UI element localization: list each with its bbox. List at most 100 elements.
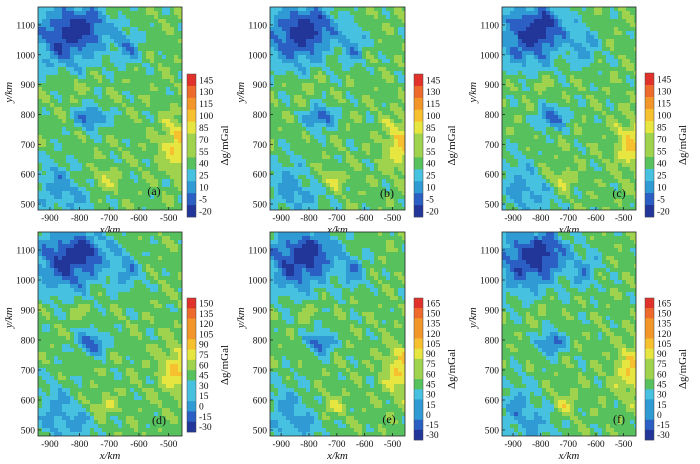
heatmap-cell xyxy=(154,55,159,60)
heatmap-cell xyxy=(346,47,351,52)
heatmap-cell xyxy=(82,135,87,140)
heatmap-cell xyxy=(594,7,599,12)
heatmap-cell xyxy=(322,123,327,128)
heatmap-cell xyxy=(530,51,535,56)
heatmap-cell xyxy=(542,155,547,160)
heatmap-cell xyxy=(314,87,319,92)
heatmap-cell xyxy=(346,139,351,144)
heatmap-cell xyxy=(370,203,375,208)
heatmap-cell xyxy=(134,191,139,196)
heatmap-cell xyxy=(114,167,119,172)
heatmap-cell xyxy=(330,67,335,72)
heatmap-cell xyxy=(314,71,319,76)
heatmap-cell xyxy=(566,195,571,200)
heatmap-cell xyxy=(134,187,139,192)
heatmap-cell xyxy=(302,187,307,192)
heatmap-cell xyxy=(534,107,539,112)
heatmap-cell xyxy=(386,55,391,60)
heatmap-cell xyxy=(178,179,182,184)
heatmap-cell xyxy=(562,75,567,80)
heatmap-cell xyxy=(74,155,79,160)
heatmap-cell xyxy=(522,79,527,84)
heatmap-cell xyxy=(286,119,291,124)
heatmap-cell xyxy=(354,111,359,116)
heatmap-cell xyxy=(74,51,79,56)
heatmap-cell xyxy=(378,11,383,16)
heatmap-cell xyxy=(86,155,91,160)
heatmap-cell xyxy=(302,163,307,168)
heatmap-cell xyxy=(90,27,95,32)
heatmap-cell xyxy=(298,139,303,144)
heatmap-cell xyxy=(110,159,115,164)
heatmap-cell xyxy=(306,151,311,156)
heatmap-cell xyxy=(70,199,75,204)
heatmap-cell xyxy=(94,195,99,200)
heatmap-cell xyxy=(382,171,387,176)
heatmap-cell xyxy=(338,11,343,16)
heatmap-cell xyxy=(394,67,399,72)
heatmap-cell xyxy=(302,15,307,20)
heatmap-cell xyxy=(290,199,295,204)
heatmap-cell xyxy=(38,31,43,36)
heatmap-cell xyxy=(522,163,527,168)
heatmap-cell xyxy=(598,79,603,84)
heatmap-cell xyxy=(302,23,307,28)
heatmap-cell xyxy=(138,143,143,148)
heatmap-cell xyxy=(598,35,603,40)
heatmap-cell xyxy=(42,199,47,204)
heatmap-cell xyxy=(158,11,163,16)
heatmap-cell xyxy=(170,163,175,168)
heatmap-cell xyxy=(106,171,111,176)
heatmap-cell xyxy=(90,171,95,176)
heatmap-cell xyxy=(590,199,595,204)
heatmap-cell xyxy=(170,155,175,160)
heatmap-cell xyxy=(114,175,119,180)
heatmap-cell xyxy=(526,79,531,84)
heatmap-cell xyxy=(542,103,547,108)
heatmap-cell xyxy=(394,179,399,184)
heatmap-cell xyxy=(502,19,507,24)
heatmap-cell xyxy=(390,15,395,20)
heatmap-cell xyxy=(386,39,391,44)
heatmap-cell xyxy=(386,151,391,156)
heatmap-cell xyxy=(142,119,147,124)
heatmap-cell xyxy=(378,191,383,196)
heatmap-cell xyxy=(546,107,551,112)
heatmap-cell xyxy=(378,115,383,120)
heatmap-cell xyxy=(594,103,599,108)
heatmap-cell xyxy=(598,207,603,210)
heatmap-cell xyxy=(46,207,51,210)
heatmap-cell xyxy=(302,27,307,32)
heatmap-cell xyxy=(582,199,587,204)
heatmap-cell xyxy=(386,195,391,200)
heatmap-cell xyxy=(282,7,287,12)
heatmap-cell xyxy=(106,207,111,210)
heatmap-cell xyxy=(294,99,299,104)
heatmap-cell xyxy=(138,175,143,180)
heatmap-cell xyxy=(134,91,139,96)
heatmap-cell xyxy=(70,155,75,160)
heatmap-cell xyxy=(302,199,307,204)
heatmap-cell xyxy=(506,195,511,200)
heatmap-cell xyxy=(502,131,507,136)
heatmap-cell xyxy=(150,75,155,80)
heatmap-cell xyxy=(310,63,315,68)
heatmap-cell xyxy=(114,51,119,56)
heatmap-cell xyxy=(354,191,359,196)
heatmap-cell xyxy=(178,91,182,96)
heatmap-cell xyxy=(174,27,179,32)
heatmap-cell xyxy=(302,195,307,200)
heatmap-cell xyxy=(278,167,283,172)
heatmap-cell xyxy=(394,7,399,12)
heatmap-cell xyxy=(86,55,91,60)
heatmap-cell xyxy=(530,163,535,168)
heatmap-cell xyxy=(50,91,55,96)
heatmap-cell xyxy=(346,135,351,140)
heatmap-cell xyxy=(558,99,563,104)
heatmap-cell xyxy=(170,207,175,210)
heatmap-cell xyxy=(318,135,323,140)
heatmap-cell xyxy=(338,195,343,200)
heatmap-cell xyxy=(174,71,179,76)
heatmap-cell xyxy=(514,199,519,204)
heatmap-cell xyxy=(74,119,79,124)
